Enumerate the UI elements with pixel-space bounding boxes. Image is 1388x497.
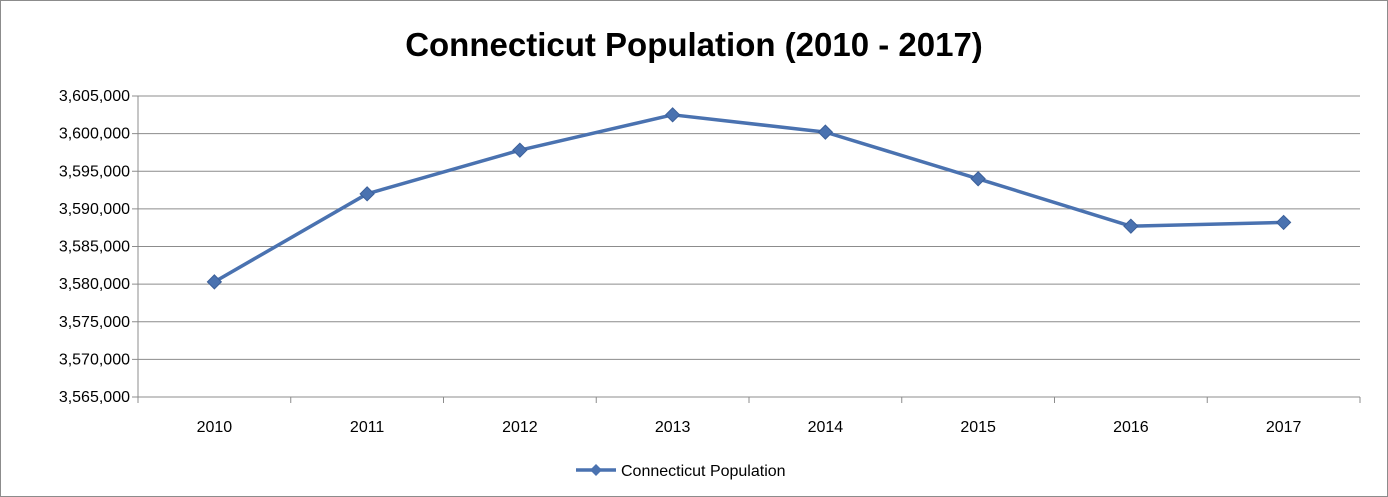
x-tick-label: 2012 xyxy=(502,419,538,436)
data-point-marker xyxy=(664,107,681,123)
y-tick-label: 3,590,000 xyxy=(59,201,130,218)
y-tick-label: 3,595,000 xyxy=(59,163,130,180)
legend-label: Connecticut Population xyxy=(621,463,786,480)
data-point-marker xyxy=(512,142,528,158)
x-tick-label: 2013 xyxy=(655,419,691,436)
x-tick-label: 2014 xyxy=(808,419,844,436)
data-point-marker xyxy=(1275,214,1292,231)
y-tick-label: 3,605,000 xyxy=(59,88,130,105)
gridlines xyxy=(138,95,1360,360)
x-tick-label: 2017 xyxy=(1266,419,1302,436)
data-point-marker xyxy=(817,124,834,140)
legend: Connecticut Population xyxy=(576,463,786,480)
y-tick-label: 3,585,000 xyxy=(59,239,130,256)
data-point-marker xyxy=(970,171,986,187)
x-tick-label: 2015 xyxy=(960,419,996,436)
x-tick-label: 2016 xyxy=(1113,419,1149,436)
x-axis-tick-labels: 2010 2011 2012 2013 2014 2015 2016 2017 xyxy=(197,419,1302,436)
series-layer xyxy=(206,107,1292,290)
x-tick-label: 2011 xyxy=(350,419,385,436)
data-point-marker xyxy=(1123,218,1139,234)
legend-marker-swatch xyxy=(590,464,602,476)
chart-title: Connecticut Population (2010 - 2017) xyxy=(405,26,983,63)
y-tick-label: 3,575,000 xyxy=(59,314,130,331)
data-point-marker xyxy=(206,274,223,290)
y-axis-tick-labels: 3,565,000 3,570,000 3,575,000 3,580,000 3,58… xyxy=(59,88,130,406)
y-tick-label: 3,580,000 xyxy=(59,276,130,293)
axes xyxy=(132,95,1361,403)
series-line xyxy=(213,113,1284,284)
y-tick-label: 3,600,000 xyxy=(59,126,130,143)
y-tick-label: 3,565,000 xyxy=(59,389,130,406)
y-tick-label: 3,570,000 xyxy=(59,351,130,368)
data-point-marker xyxy=(359,186,375,202)
x-tick-label: 2010 xyxy=(197,419,233,436)
